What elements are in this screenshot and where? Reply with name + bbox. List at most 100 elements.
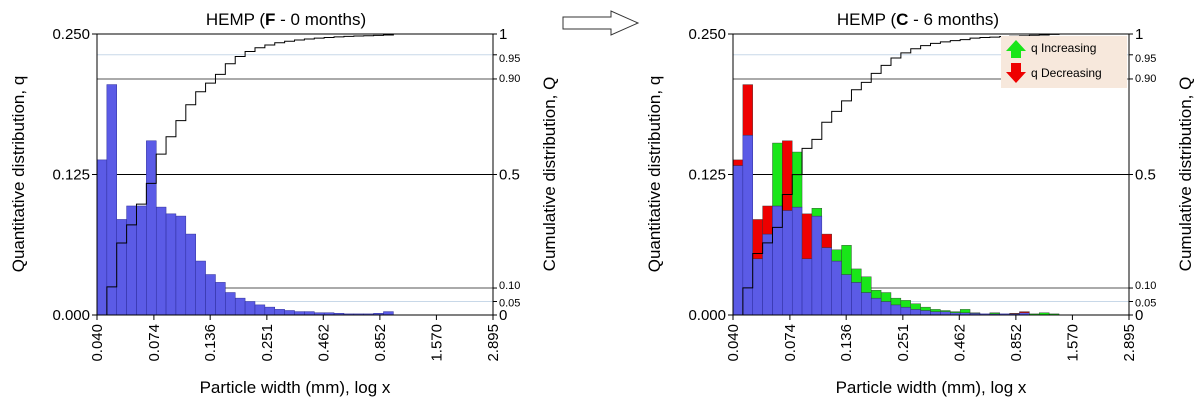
bar-decrease [752, 219, 763, 260]
right-arrow-icon [562, 10, 640, 36]
y-tick-label: 0.250 [52, 26, 90, 43]
bar-decrease [742, 84, 753, 136]
y-tick-label: 0.125 [688, 167, 726, 184]
bar-increase [890, 297, 902, 306]
bar-increase [969, 312, 981, 314]
bar [782, 210, 793, 316]
bar [890, 304, 902, 316]
y2-tick-label: 0.10 [1135, 280, 1156, 292]
bar [930, 311, 941, 316]
x-axis-label: Particle width (mm), log x [200, 378, 391, 397]
y-axis-label: Quantitative distribution, q [645, 76, 664, 273]
bar [175, 215, 187, 316]
x-tick-label: 2.895 [485, 324, 502, 362]
bar [383, 311, 394, 316]
bar-increase [900, 300, 911, 308]
bar [215, 282, 226, 316]
bar [225, 292, 236, 316]
bar [106, 84, 117, 316]
bar [195, 260, 206, 316]
bar-increase [861, 276, 872, 293]
bar [772, 205, 783, 316]
bar-increase [851, 268, 862, 283]
x-tick-label: 0.462 [951, 324, 968, 362]
x-tick-label: 0.136 [202, 324, 219, 362]
chart-title: HEMP (F - 0 months) [206, 10, 366, 29]
x-tick-label: 0.040 [89, 324, 106, 362]
y2-tick-label: 0.95 [1135, 53, 1156, 65]
bar-decrease [1019, 311, 1030, 313]
legend-item-decreasing: q Decreasing [1006, 63, 1102, 83]
bar [185, 233, 196, 316]
bar-increase [880, 292, 892, 302]
bar-increase [920, 306, 931, 311]
bar [205, 274, 216, 316]
x-tick-label: 0.852 [372, 324, 389, 362]
bar-increase [871, 290, 882, 299]
down-arrow-icon [1006, 63, 1026, 83]
bar-decrease [1009, 313, 1020, 315]
bar [870, 297, 882, 316]
bar [801, 258, 813, 316]
bar [136, 205, 147, 316]
bar-increase [959, 309, 971, 313]
y2-ticks: 00.05 0.10 0.5 0.90 0.95 1 [1129, 26, 1156, 324]
y2-tick-label: 0.05 [1135, 298, 1156, 310]
x-tick-label: 0.251 [895, 324, 912, 362]
bar-increase [792, 151, 803, 208]
bar-increase [841, 245, 852, 275]
y2-tick-label: 1 [1135, 26, 1143, 43]
bar-increase [772, 142, 783, 207]
bar-decrease [821, 233, 832, 248]
legend-item-increasing: q Increasing [1006, 40, 1096, 58]
y2-tick-label: 0.5 [499, 167, 520, 184]
bar [274, 309, 285, 316]
bar [155, 206, 167, 316]
x-tick-label: 2.895 [1121, 324, 1138, 362]
y2-ticks: 00.05 0.10 0.5 0.90 0.95 1 [493, 26, 520, 324]
y-ticks: 0.000 0.125 0.250 [52, 26, 97, 324]
y2-tick-label: 0 [499, 307, 507, 324]
bar [294, 311, 305, 316]
legend: q Increasing q Decreasing [1001, 36, 1127, 88]
bar-increase [989, 312, 1000, 315]
bars [732, 84, 1060, 316]
x-tick-label: 0.074 [782, 324, 799, 362]
y2-tick-label: 0 [1135, 307, 1143, 324]
bar-increase [930, 309, 941, 312]
bar-increase [940, 310, 951, 312]
bar [244, 301, 256, 316]
up-arrow-icon [1006, 40, 1026, 58]
bar [126, 205, 137, 316]
bar [841, 274, 852, 316]
bar [96, 159, 108, 316]
legend-label: q Decreasing [1031, 66, 1102, 80]
y2-tick-label: 0.90 [1135, 73, 1156, 85]
y2-axis-label: Cumulative distribution, Q [540, 77, 559, 272]
panel-after: HEMP (C - 6 months) 0.040 0.074 0.136 0.251… [645, 10, 1195, 397]
legend-box [1001, 36, 1127, 88]
x-tick-label: 0.852 [1008, 324, 1025, 362]
legend-label: q Increasing [1031, 41, 1096, 55]
bar [910, 309, 921, 316]
bar [940, 311, 951, 316]
y-tick-label: 0.250 [688, 26, 726, 43]
y2-tick-label: 0.5 [1135, 167, 1156, 184]
bar [791, 206, 803, 316]
x-tick-label: 0.074 [146, 324, 163, 362]
bar [920, 310, 931, 316]
y2-tick-label: 1 [499, 26, 507, 43]
bar-decrease [782, 140, 793, 211]
bar-increase [831, 249, 842, 262]
panel-before: HEMP (F - 0 months) 0.040 0.074 0.136 0.251… [9, 10, 559, 397]
x-tick-label: 1.570 [1064, 324, 1081, 362]
bar [304, 311, 315, 316]
y-tick-label: 0.125 [52, 167, 90, 184]
cumulative-curve [97, 33, 493, 316]
x-ticks: 0.040 0.074 0.136 0.251 0.462 0.852 1.570 2.895 [89, 315, 502, 362]
y-axis-label: Quantitative distribution, q [9, 76, 28, 273]
bar [811, 215, 823, 316]
bar [165, 213, 177, 316]
